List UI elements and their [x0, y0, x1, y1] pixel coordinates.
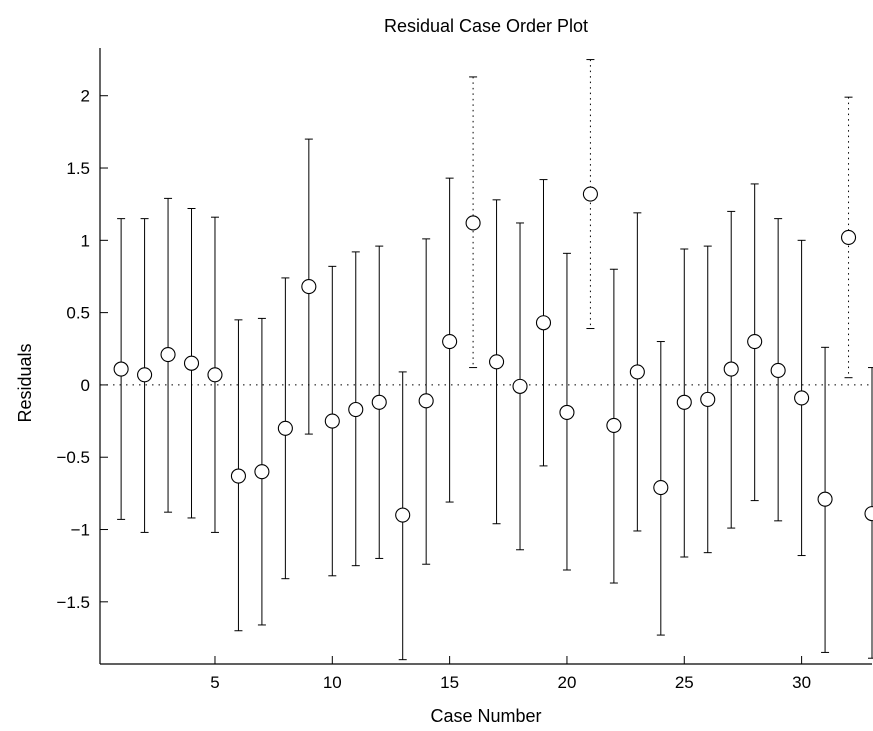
residual-point: [582, 186, 598, 202]
x-tick-label: 10: [323, 673, 342, 692]
y-tick-label: 2: [81, 87, 90, 106]
residual-point: [700, 391, 716, 407]
residual-point: [113, 361, 129, 377]
plot-area: −1.5−1−0.500.511.525 10 15 20 25 30: [56, 48, 873, 692]
residual-point: [230, 468, 246, 484]
residual-point: [770, 362, 786, 379]
residual-point: [395, 507, 411, 523]
residual-point: [559, 404, 575, 420]
chart-title: Residual Case Order Plot: [384, 16, 588, 36]
y-tick-label: 1.5: [66, 159, 90, 178]
residual-point: [676, 394, 692, 410]
x-axis-title: Case Number: [430, 706, 541, 726]
residual-point: [137, 367, 153, 383]
residual-point: [723, 361, 739, 377]
residual-point: [653, 480, 669, 496]
y-tick-label: 0.5: [66, 304, 90, 323]
residual-point: [606, 417, 622, 433]
residual-point: [840, 229, 857, 245]
residual-point: [160, 347, 176, 363]
x-tick-label: 15: [440, 673, 459, 692]
residual-point: [535, 315, 552, 331]
x-tick-label: 20: [557, 673, 576, 692]
residual-point: [418, 393, 434, 409]
x-tick-label: 30: [792, 673, 811, 692]
residual-point: [371, 394, 387, 410]
y-tick-label: 0: [81, 376, 90, 395]
residual-point: [324, 413, 340, 429]
residual-point: [207, 367, 223, 383]
residual-point: [817, 491, 833, 507]
y-tick-label: −1: [71, 521, 90, 540]
residual-point: [864, 506, 873, 522]
y-tick-label: −1.5: [56, 593, 90, 612]
x-tick-label: 5: [210, 673, 219, 692]
y-axis-title: Residuals: [15, 343, 35, 422]
residual-point: [629, 364, 645, 380]
residual-point: [277, 420, 293, 436]
residual-point: [747, 333, 763, 350]
residual-point: [794, 390, 810, 406]
y-tick-label: −0.5: [56, 448, 90, 467]
residual-point: [465, 215, 481, 231]
y-tick-label: 1: [81, 231, 90, 250]
residual-point: [348, 401, 364, 418]
residual-point: [183, 355, 200, 371]
x-tick-label: 25: [675, 673, 694, 692]
residual-point: [254, 464, 270, 480]
residual-point: [512, 378, 528, 394]
residual-point: [301, 279, 317, 295]
residual-point: [442, 333, 458, 350]
residual-point: [489, 354, 505, 370]
